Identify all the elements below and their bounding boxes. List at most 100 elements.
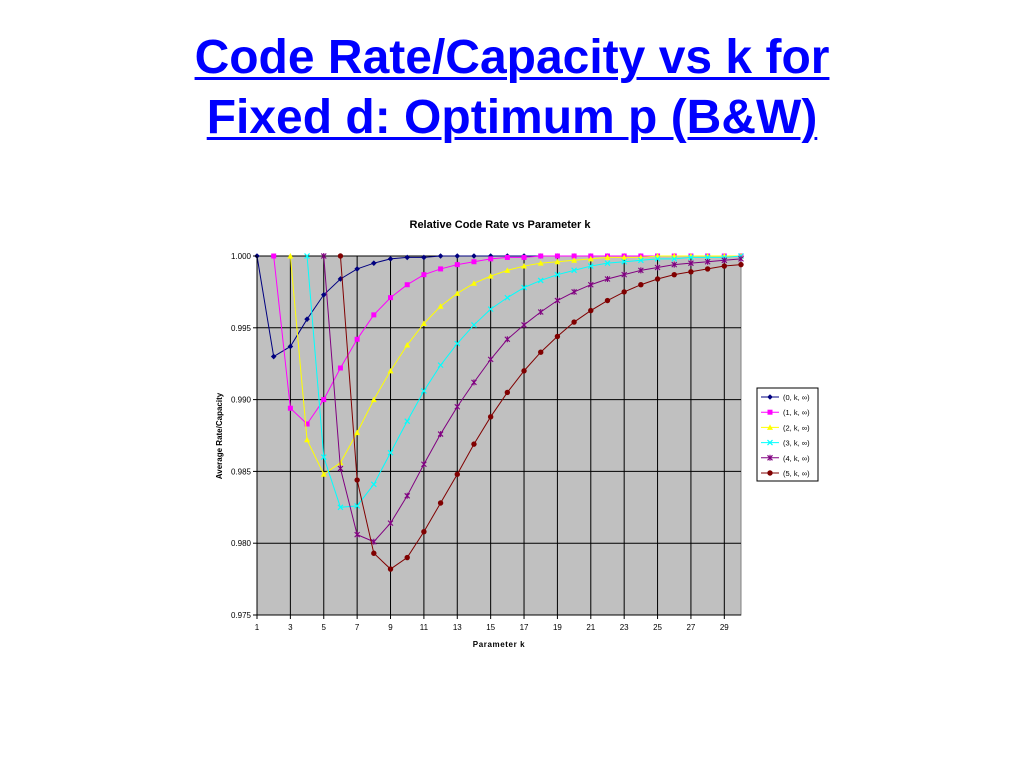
legend-marker xyxy=(767,439,773,446)
data-point xyxy=(438,266,444,272)
data-point xyxy=(437,431,444,438)
series-4 xyxy=(320,253,744,545)
data-point xyxy=(588,307,594,314)
data-point xyxy=(704,266,711,272)
data-point xyxy=(621,254,628,260)
data-point xyxy=(471,322,477,328)
data-point xyxy=(571,267,578,274)
data-point xyxy=(354,336,360,342)
series-2 xyxy=(287,253,744,477)
data-point xyxy=(688,269,694,275)
data-point xyxy=(537,277,544,284)
data-point xyxy=(471,379,477,386)
data-point xyxy=(688,260,694,267)
data-point xyxy=(587,255,594,262)
data-point xyxy=(320,471,327,477)
data-point xyxy=(671,255,678,262)
data-point xyxy=(304,436,311,443)
legend-item: (4, k, ∞) xyxy=(761,454,810,463)
data-point xyxy=(538,349,544,355)
chart-title: Relative Code Rate vs Parameter k xyxy=(410,219,592,231)
data-point xyxy=(621,258,628,265)
data-point xyxy=(404,282,410,288)
x-tick-label: 27 xyxy=(686,623,695,632)
series-line xyxy=(289,255,741,476)
data-point xyxy=(721,257,728,264)
data-point xyxy=(354,502,361,509)
data-point xyxy=(471,441,477,447)
legend-box xyxy=(756,387,819,482)
data-point xyxy=(521,263,528,269)
data-point xyxy=(420,388,427,394)
x-tick-label: 13 xyxy=(453,623,462,632)
data-point xyxy=(504,267,511,273)
x-tick-label: 15 xyxy=(486,623,495,632)
x-tick-label: 3 xyxy=(288,623,293,632)
data-point xyxy=(454,290,461,296)
data-point xyxy=(487,414,494,420)
data-point xyxy=(387,566,394,572)
x-tick-label: 21 xyxy=(586,623,595,632)
legend-marker xyxy=(767,470,773,476)
legend-item: (2, k, ∞) xyxy=(761,423,810,432)
legend-label: (4, k, ∞) xyxy=(783,454,810,463)
x-tick-label: 25 xyxy=(653,623,662,632)
y-tick-label: 0.995 xyxy=(231,324,252,333)
legend-label: (1, k, ∞) xyxy=(783,408,810,417)
data-point xyxy=(271,253,277,259)
data-point xyxy=(587,281,594,288)
legend-label: (2, k, ∞) xyxy=(783,423,810,432)
data-point xyxy=(321,397,327,403)
legend-label: (0, k, ∞) xyxy=(783,393,810,402)
data-point xyxy=(571,288,577,295)
legend-marker xyxy=(767,454,773,461)
x-tick-label: 19 xyxy=(553,623,562,632)
data-point xyxy=(537,309,544,316)
x-tick-label: 29 xyxy=(720,623,729,632)
data-point xyxy=(471,253,477,259)
data-point xyxy=(470,280,477,286)
data-point xyxy=(371,550,377,556)
data-point xyxy=(370,538,377,545)
data-point xyxy=(654,255,661,262)
data-point xyxy=(371,260,377,266)
y-tick-label: 0.975 xyxy=(231,611,252,620)
data-point xyxy=(404,492,411,499)
data-point xyxy=(671,271,677,278)
data-point xyxy=(337,253,344,259)
data-point xyxy=(437,303,444,309)
data-point xyxy=(320,291,327,298)
y-tick-label: 0.980 xyxy=(231,539,252,548)
data-point xyxy=(738,261,744,268)
data-point xyxy=(621,289,627,295)
data-point xyxy=(721,263,728,269)
data-point xyxy=(504,254,510,260)
data-point xyxy=(404,418,411,425)
x-axis-label: Parameter k xyxy=(473,640,525,649)
data-point xyxy=(387,256,394,262)
data-point xyxy=(421,461,427,468)
data-point xyxy=(371,312,377,318)
series-line xyxy=(323,255,742,543)
data-point xyxy=(387,520,394,527)
data-point xyxy=(370,396,377,403)
data-point xyxy=(504,389,511,396)
legend-label: (3, k, ∞) xyxy=(783,439,810,448)
data-point xyxy=(287,253,294,259)
data-point xyxy=(354,429,361,436)
data-point xyxy=(370,481,377,488)
data-point xyxy=(487,273,494,279)
legend-label: (5, k, ∞) xyxy=(783,469,810,478)
data-point xyxy=(738,255,744,262)
data-point xyxy=(387,449,394,456)
data-point xyxy=(354,531,361,538)
data-point xyxy=(304,421,310,427)
legend-marker xyxy=(767,394,773,400)
legend-item: (3, k, ∞) xyxy=(761,439,810,448)
data-point xyxy=(287,405,293,411)
x-tick-label: 9 xyxy=(388,623,393,632)
data-point xyxy=(571,319,577,325)
data-point xyxy=(404,342,411,348)
data-point xyxy=(704,258,711,265)
